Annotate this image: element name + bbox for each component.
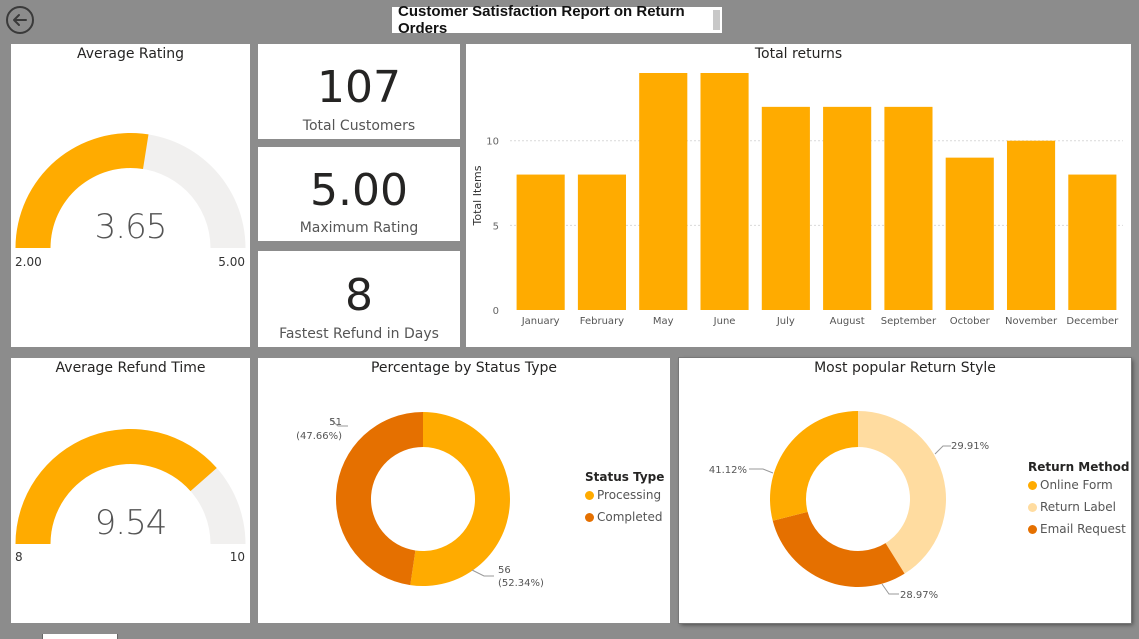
average-rating-min: 2.00: [15, 255, 42, 269]
average-rating-gauge: [15, 132, 246, 248]
legend-item-completed[interactable]: Completed: [585, 510, 664, 524]
bar: [700, 73, 749, 310]
text-cursor: [713, 10, 720, 30]
average-refund-max: 10: [229, 550, 245, 564]
y-axis-label: Total Items: [471, 165, 484, 226]
legend-item-return-label[interactable]: Return Label: [1028, 500, 1130, 514]
fastest-refund-value: 8: [345, 270, 373, 321]
data-label-email-request: 28.97%: [900, 590, 938, 601]
bar: [761, 106, 810, 310]
average-rating-card[interactable]: Average Rating 3.65 2.00 5.00: [11, 44, 250, 347]
maximum-rating-label: Maximum Rating: [299, 220, 419, 236]
donut-slice: [858, 411, 946, 574]
average-refund-gauge: [15, 429, 246, 544]
report-title[interactable]: Customer Satisfaction Report on Return O…: [392, 3, 722, 37]
legend-item-processing[interactable]: Processing: [585, 488, 664, 502]
x-tick-label: January: [521, 316, 560, 327]
page-tab[interactable]: [42, 634, 118, 639]
y-tick-label: 10: [486, 137, 499, 148]
maximum-rating-value: 5.00: [310, 165, 408, 216]
average-refund-value: 9.54: [94, 503, 168, 543]
x-tick-label: July: [776, 316, 795, 327]
legend-item-online-form[interactable]: Online Form: [1028, 478, 1130, 492]
total-customers-value: 107: [317, 62, 401, 113]
donut-slice: [772, 511, 905, 587]
legend-label: Return Label: [1040, 500, 1117, 514]
legend-dot-icon: [585, 512, 594, 522]
back-button[interactable]: [6, 6, 34, 34]
average-refund-card[interactable]: Average Refund Time 9.54 8 10: [11, 358, 250, 623]
legend-dot-icon: [1028, 502, 1037, 512]
legend-item-email-request[interactable]: Email Request: [1028, 522, 1130, 536]
data-label-return-label: 29.91%: [951, 441, 989, 452]
leader-line: [881, 583, 899, 595]
legend-dot-icon: [1028, 524, 1037, 534]
legend-dot-icon: [585, 490, 594, 500]
x-tick-label: October: [950, 316, 991, 327]
x-tick-label: June: [713, 316, 736, 327]
status-legend: Status Type Processing Completed: [585, 470, 664, 524]
fastest-refund-card[interactable]: 8 Fastest Refund in Days: [258, 251, 460, 347]
bar: [577, 174, 627, 310]
data-label-processing-count: 56: [498, 565, 511, 576]
leader-line: [329, 418, 348, 427]
donut-slice: [336, 412, 423, 586]
data-label-completed-count: 51: [329, 417, 342, 428]
x-tick-label: May: [653, 316, 674, 327]
bar: [639, 73, 688, 310]
total-returns-title: Total returns: [754, 46, 843, 62]
leader-line: [749, 468, 774, 474]
status-donut-chart: 56 (52.34%) 51 (47.66%): [296, 412, 544, 589]
legend-dot-icon: [1028, 480, 1037, 490]
y-tick-label: 5: [493, 221, 499, 232]
total-returns-bar-chart: 0 5 10 Total Items January February May June Jul…: [471, 73, 1123, 327]
total-customers-card[interactable]: 107 Total Customers: [258, 44, 460, 139]
data-label-online-form: 41.12%: [709, 465, 747, 476]
return-style-card[interactable]: Most popular Return Style 29.91% 28.97% 41…: [679, 358, 1131, 623]
return-method-legend-title: Return Method: [1028, 460, 1130, 474]
average-refund-title: Average Refund Time: [55, 360, 206, 376]
back-arrow-icon: [13, 14, 27, 26]
return-style-title: Most popular Return Style: [814, 360, 996, 376]
fastest-refund-label: Fastest Refund in Days: [279, 326, 439, 342]
average-refund-min: 8: [15, 550, 23, 564]
return-style-donut-chart: 29.91% 28.97% 41.12%: [709, 411, 989, 601]
legend-label: Online Form: [1040, 478, 1113, 492]
data-label-processing-pct: (52.34%): [498, 578, 544, 589]
gauge-fill: [15, 133, 149, 248]
donut-slice: [410, 412, 510, 586]
maximum-rating-card[interactable]: 5.00 Maximum Rating: [258, 147, 460, 241]
x-tick-label: August: [830, 316, 865, 327]
x-tick-label: November: [1005, 316, 1058, 327]
leader-line: [934, 445, 951, 455]
status-legend-title: Status Type: [585, 470, 665, 484]
x-tick-label: February: [580, 316, 624, 327]
x-tick-label: September: [881, 316, 937, 327]
average-rating-title: Average Rating: [76, 46, 185, 62]
average-rating-max: 5.00: [218, 255, 245, 269]
legend-label: Completed: [597, 510, 663, 524]
legend-label: Processing: [597, 488, 662, 502]
total-customers-label: Total Customers: [302, 118, 416, 134]
bar: [1006, 140, 1056, 310]
bar: [945, 157, 994, 310]
status-type-title: Percentage by Status Type: [370, 360, 558, 376]
status-type-card[interactable]: Percentage by Status Type 56 (52.34%) 51 (4…: [258, 358, 670, 623]
x-tick-label: December: [1066, 316, 1119, 327]
report-title-text: Customer Satisfaction Report on Return O…: [398, 3, 685, 37]
bar: [516, 174, 565, 310]
total-returns-card[interactable]: Total returns 0 5 10 Total Items January Febr…: [466, 44, 1131, 347]
bar: [823, 106, 872, 310]
donut-slice: [770, 411, 858, 521]
bar: [1068, 174, 1117, 310]
average-rating-value: 3.65: [94, 207, 168, 247]
gauge-fill: [15, 429, 217, 544]
bar: [884, 106, 933, 310]
return-method-legend: Return Method Online Form Return Label E…: [1028, 460, 1130, 536]
y-tick-label: 0: [493, 306, 499, 317]
legend-label: Email Request: [1040, 522, 1126, 536]
leader-line: [471, 569, 494, 577]
data-label-completed-pct: (47.66%): [296, 431, 342, 442]
